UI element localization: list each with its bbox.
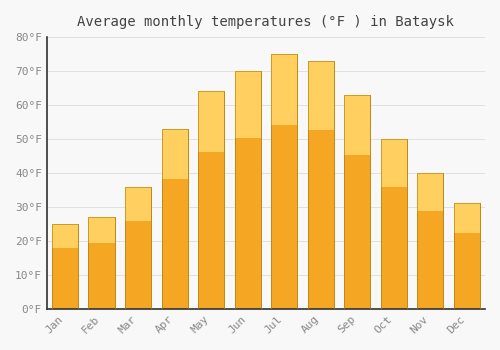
Bar — [234, 71, 261, 138]
Bar — [417, 173, 444, 309]
Bar — [271, 54, 297, 309]
Bar — [162, 129, 188, 179]
Bar — [88, 217, 115, 243]
Bar — [162, 129, 188, 309]
Bar — [380, 139, 407, 309]
Title: Average monthly temperatures (°F ) in Bataysk: Average monthly temperatures (°F ) in Ba… — [78, 15, 454, 29]
Bar — [308, 61, 334, 309]
Bar — [198, 91, 224, 309]
Bar — [88, 217, 115, 309]
Bar — [344, 95, 370, 309]
Bar — [125, 187, 152, 309]
Bar — [52, 224, 78, 248]
Bar — [198, 91, 224, 152]
Bar — [271, 54, 297, 309]
Bar — [52, 224, 78, 309]
Bar — [454, 203, 480, 309]
Bar — [271, 54, 297, 125]
Bar — [52, 224, 78, 309]
Bar — [125, 187, 152, 221]
Bar — [454, 203, 480, 233]
Bar — [417, 173, 444, 211]
Bar — [308, 61, 334, 130]
Bar — [344, 95, 370, 309]
Bar — [454, 203, 480, 309]
Bar — [125, 187, 152, 309]
Bar — [380, 139, 407, 187]
Bar — [88, 217, 115, 309]
Bar — [234, 71, 261, 309]
Bar — [344, 95, 370, 155]
Bar — [380, 139, 407, 309]
Bar — [417, 173, 444, 309]
Bar — [234, 71, 261, 309]
Bar — [162, 129, 188, 309]
Bar — [308, 61, 334, 309]
Bar — [198, 91, 224, 309]
